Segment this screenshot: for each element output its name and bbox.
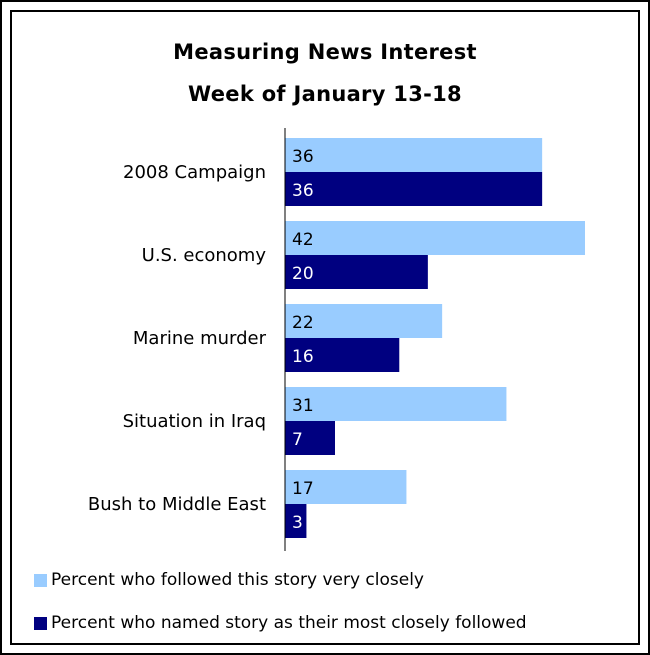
- legend-item-very-closely: Percent who followed this story very clo…: [34, 570, 424, 590]
- inner-frame: [10, 10, 640, 645]
- bar-most-closely: [285, 421, 335, 455]
- bar-value-label: 36: [292, 181, 314, 201]
- bar-value-label: 3: [292, 513, 303, 533]
- chart-subtitle: Week of January 13-18: [188, 82, 462, 106]
- bar-value-label: 22: [292, 313, 314, 333]
- bar-very-closely: [285, 470, 407, 504]
- bar-value-label: 20: [292, 264, 314, 284]
- legend-label-very-closely: Percent who followed this story very clo…: [51, 570, 424, 590]
- bar-very-closely: [285, 387, 507, 421]
- bar-very-closely: [285, 304, 443, 338]
- bar-most-closely: [285, 172, 543, 206]
- bar-most-closely: [285, 338, 400, 372]
- bar-most-closely: [285, 504, 307, 538]
- bar-most-closely: [285, 255, 428, 289]
- bar-value-label: 42: [292, 230, 314, 250]
- bar-value-label: 36: [292, 147, 314, 167]
- bar-value-label: 31: [292, 396, 314, 416]
- bar-value-label: 17: [292, 479, 314, 499]
- category-label: 2008 Campaign: [123, 162, 266, 183]
- category-label: Situation in Iraq: [123, 411, 266, 432]
- legend-swatch-most-closely: [34, 616, 47, 630]
- bar-very-closely: [285, 221, 585, 255]
- chart-title: Measuring News Interest: [173, 40, 477, 64]
- category-label: U.S. economy: [142, 245, 267, 266]
- legend-item-most-closely: Percent who named story as their most cl…: [34, 613, 527, 633]
- bar-very-closely: [285, 138, 543, 172]
- category-label: Marine murder: [133, 328, 267, 349]
- category-label: Bush to Middle East: [88, 494, 266, 515]
- bar-value-label: 16: [292, 347, 314, 367]
- bar-chart: 2008 Campaign 36 36 U.S. economy 42 20 Marine …: [88, 128, 585, 551]
- bar-value-label: 7: [292, 430, 303, 450]
- legend-label-most-closely: Percent who named story as their most cl…: [51, 613, 527, 633]
- legend-swatch-very-closely: [34, 573, 47, 587]
